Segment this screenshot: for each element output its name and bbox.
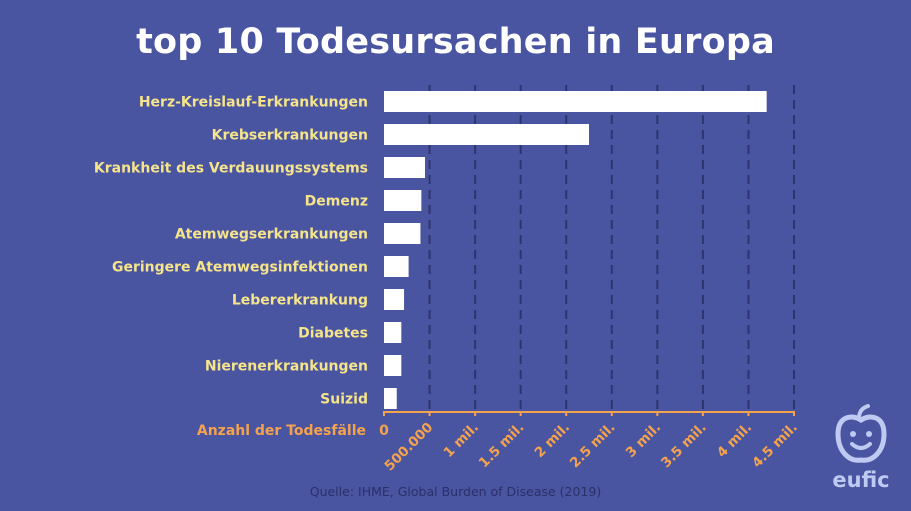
eufic-logo: eufic bbox=[826, 404, 896, 496]
tick-label: 3.5 mil. bbox=[658, 420, 710, 472]
tick-label: 4 mil. bbox=[714, 420, 755, 461]
bar bbox=[384, 355, 402, 376]
x-axis-label: Anzahl der Todesfälle bbox=[197, 423, 366, 439]
category-label: Suizid bbox=[320, 392, 368, 408]
bar bbox=[384, 289, 405, 310]
bar bbox=[384, 322, 402, 343]
bar bbox=[384, 91, 767, 112]
tick-label: 3 mil. bbox=[623, 420, 664, 461]
tick-label: 1.5 mil. bbox=[476, 420, 528, 472]
bar bbox=[384, 256, 409, 277]
category-labels: Herz-Kreislauf-Erkrankungen Krebserkranku… bbox=[94, 95, 368, 408]
bar bbox=[384, 124, 589, 145]
category-label: Atemwegserkrankungen bbox=[175, 227, 368, 243]
tick-label: 2 mil. bbox=[532, 420, 573, 461]
logo-text: eufic bbox=[832, 468, 890, 492]
bar bbox=[384, 223, 421, 244]
source-note: Quelle: IHME, Global Burden of Disease (… bbox=[309, 484, 602, 499]
tick-label: 1 mil. bbox=[441, 420, 482, 461]
grid-lines bbox=[428, 85, 795, 412]
bars bbox=[384, 91, 767, 409]
category-label: Geringere Atemwegsinfektionen bbox=[112, 260, 368, 276]
bar bbox=[384, 388, 397, 409]
tick-label: 4.5 mil. bbox=[749, 420, 801, 472]
category-label: Lebererkrankung bbox=[232, 293, 368, 309]
category-label: Nierenerkrankungen bbox=[205, 359, 368, 375]
bar bbox=[384, 157, 425, 178]
chart-title: top 10 Todesursachen in Europa bbox=[136, 22, 775, 62]
category-label: Krebserkrankungen bbox=[212, 128, 368, 144]
tick-label: 0 bbox=[379, 423, 389, 439]
category-label: Krankheit des Verdauungssystems bbox=[94, 161, 368, 177]
bar bbox=[384, 190, 422, 211]
tick-label: 2.5 mil. bbox=[567, 420, 619, 472]
tick-label: 500.000 bbox=[382, 420, 437, 475]
category-label: Herz-Kreislauf-Erkrankungen bbox=[139, 95, 368, 111]
category-label: Demenz bbox=[305, 194, 368, 210]
category-label: Diabetes bbox=[298, 326, 368, 342]
apple-face-icon bbox=[835, 404, 887, 463]
